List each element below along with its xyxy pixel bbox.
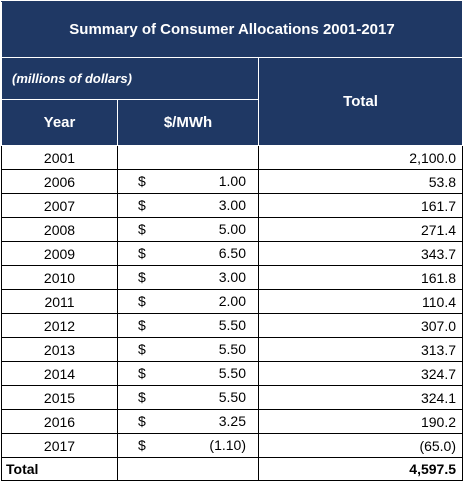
year-cell: 2007 [1,193,118,218]
year-cell: 2006 [1,169,118,194]
year-cell: 2013 [1,337,118,362]
total-cell: 271.4 [257,217,464,242]
year-cell: 2008 [1,217,118,242]
table-row: 2006 $1.00 53.8 [1,169,464,194]
table-row: 2011 $2.00 110.4 [1,289,464,314]
total-cell: 307.0 [257,313,464,338]
total-cell: (65.0) [257,433,464,458]
title-row: Summary of Consumer Allocations 2001-201… [0,1,464,58]
total-cell: 324.1 [257,385,464,410]
rate-cell: $5.50 [117,385,259,410]
rate-cell: $3.00 [117,265,259,290]
currency-symbol: $ [138,221,146,237]
currency-symbol: $ [138,437,146,453]
table-row: 2014 $5.50 324.7 [1,361,464,386]
rate-value: 3.25 [218,413,246,429]
column-header-rate: $/MWh [117,99,259,146]
allocations-table: Summary of Consumer Allocations 2001-201… [0,1,464,481]
table-row: 2016 $3.25 190.2 [1,409,464,434]
total-cell: 2,100.0 [257,145,464,170]
year-cell: 2015 [1,385,118,410]
units-label: (millions of dollars) [1,57,259,100]
table-row: 2008 $5.00 271.4 [1,217,464,242]
currency-symbol: $ [138,269,146,285]
currency-symbol: $ [138,173,146,189]
total-cell: 343.7 [257,241,464,266]
rate-cell: $1.00 [117,169,259,194]
rate-cell: $3.25 [117,409,259,434]
total-cell: 190.2 [257,409,464,434]
column-header-year: Year [1,99,118,146]
table-row: 2009 $6.50 343.7 [1,241,464,266]
rate-cell: $3.00 [117,193,259,218]
grand-total-value: 4,597.5 [257,457,464,481]
year-cell: 2017 [1,433,118,458]
rate-value: 5.50 [218,317,246,333]
total-cell: 110.4 [257,289,464,314]
year-cell: 2012 [1,313,118,338]
table-row: 2007 $3.00 161.7 [1,193,464,218]
rate-value: 5.50 [218,389,246,405]
rate-cell: $5.00 [117,217,259,242]
grand-total-row: Total 4,597.5 [1,457,464,481]
rate-cell: $5.50 [117,313,259,338]
rate-value: 5.00 [218,221,246,237]
rate-value: 2.00 [218,293,246,309]
currency-symbol: $ [138,197,146,213]
currency-symbol: $ [138,293,146,309]
rate-value: 3.00 [218,269,246,285]
table-row: 2001 2,100.0 [1,145,464,170]
table-title: Summary of Consumer Allocations 2001-201… [0,1,464,58]
rate-cell: $ (1.10) [117,433,259,458]
currency-symbol: $ [138,341,146,357]
total-cell: 324.7 [257,361,464,386]
rate-value: 6.50 [218,245,246,261]
rate-cell: $6.50 [117,241,259,266]
rate-cell: $2.00 [117,289,259,314]
column-header-total: Total [257,57,464,146]
currency-symbol: $ [138,245,146,261]
year-cell: 2001 [1,145,118,170]
year-cell: 2016 [1,409,118,434]
rate-value: 5.50 [218,365,246,381]
year-cell: 2010 [1,265,118,290]
currency-symbol: $ [138,389,146,405]
currency-symbol: $ [138,413,146,429]
table-row: 2013 $5.50 313.7 [1,337,464,362]
total-cell: 313.7 [257,337,464,362]
table-row: 2012 $5.50 307.0 [1,313,464,338]
table-row: 2017 $ (1.10) (65.0) [1,433,464,458]
grand-total-empty-cell [117,457,259,481]
year-cell: 2009 [1,241,118,266]
total-cell: 161.8 [257,265,464,290]
units-row: (millions of dollars) Total [1,57,464,146]
rate-value: (1.10) [209,437,246,453]
total-cell: 161.7 [257,193,464,218]
rate-value: 1.00 [218,173,246,189]
table-row: 2010 $3.00 161.8 [1,265,464,290]
currency-symbol: $ [138,365,146,381]
rate-value: 3.00 [218,197,246,213]
rate-cell: $5.50 [117,337,259,362]
grand-total-label: Total [1,457,118,481]
currency-symbol: $ [138,317,146,333]
rate-cell: $5.50 [117,361,259,386]
year-cell: 2014 [1,361,118,386]
year-cell: 2011 [1,289,118,314]
rate-value: 5.50 [218,341,246,357]
table-row: 2015 $5.50 324.1 [1,385,464,410]
rate-cell [117,145,259,170]
total-cell: 53.8 [257,169,464,194]
